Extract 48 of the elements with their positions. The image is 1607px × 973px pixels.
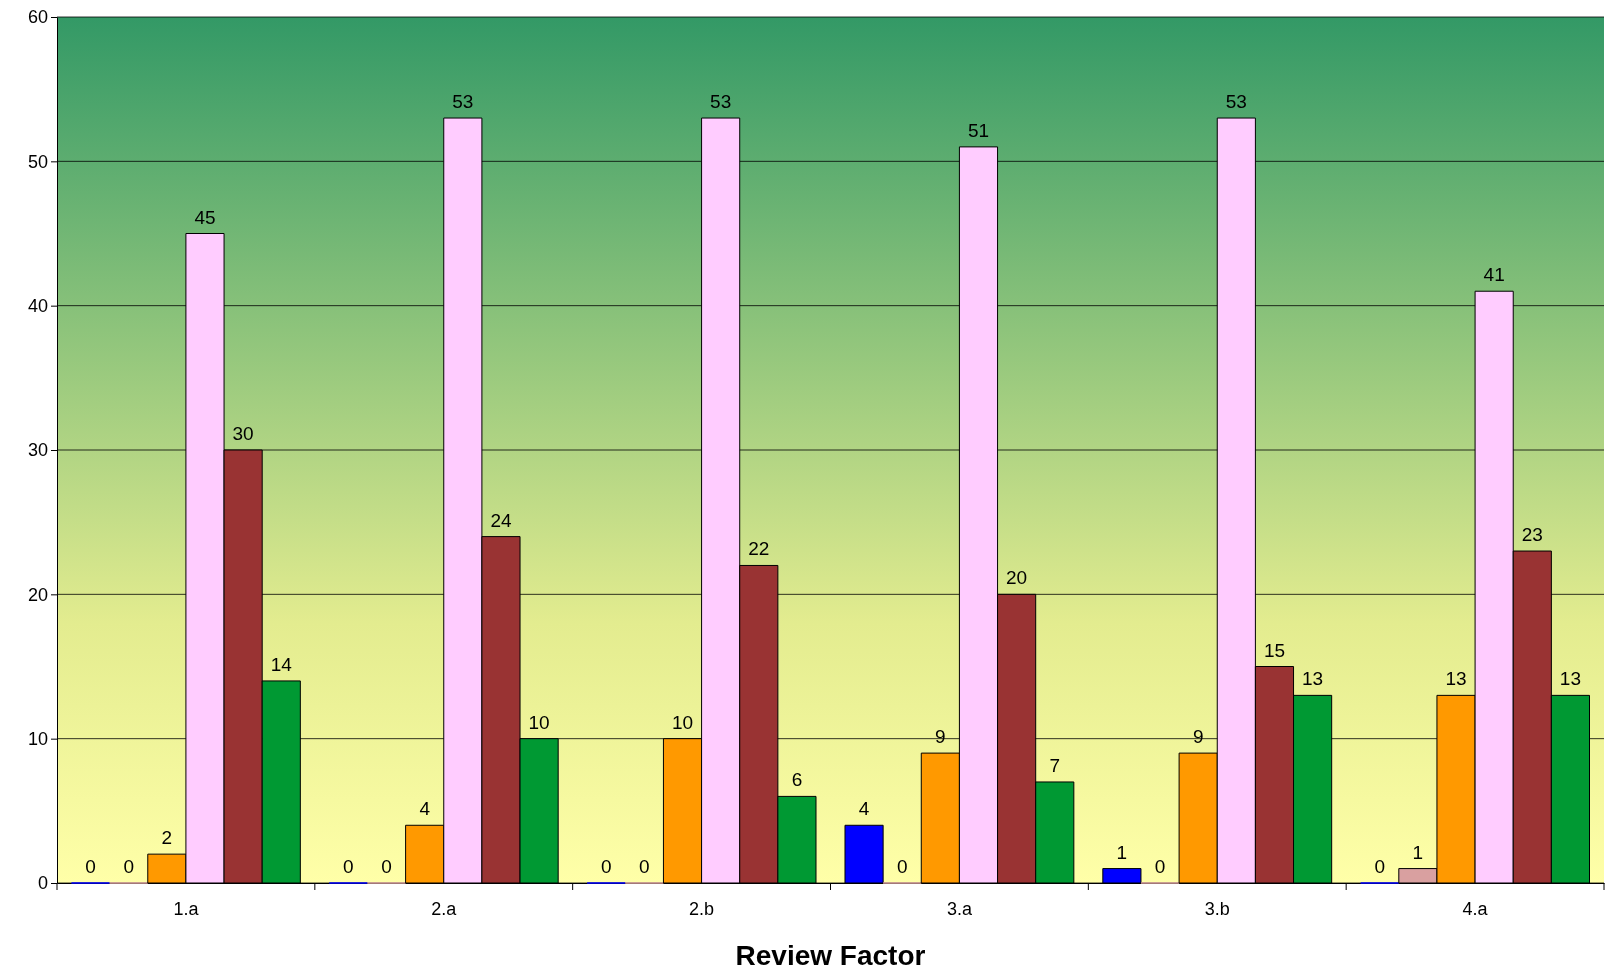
data-label: 22 [748,538,770,560]
x-tick-label: 1.a [173,898,200,919]
y-tick-label: 20 [27,584,48,605]
data-label: 15 [1263,639,1286,661]
data-label: 2 [161,827,173,849]
y-tick-label: 60 [27,7,48,28]
x-tick-label: 3.a [946,898,973,919]
data-label: 0 [600,856,612,877]
data-label: 0 [639,856,650,877]
data-label: 24 [490,509,512,531]
data-label: 20 [1006,567,1028,589]
data-label: 14 [270,653,293,675]
data-label: 10 [671,711,694,733]
data-label: 7 [1049,754,1061,776]
data-label: 41 [1483,264,1505,286]
x-tick-label: 4.a [1462,898,1489,919]
data-label: 53 [1225,91,1247,113]
data-label: 30 [232,423,254,444]
data-label: 13 [1302,668,1324,690]
data-label: 0 [85,856,96,877]
data-label: 53 [710,91,732,113]
data-label: 4 [858,798,870,820]
data-label: 1 [1116,841,1128,863]
data-label: 0 [123,856,134,877]
data-label: 0 [1374,856,1386,877]
y-tick-label: 40 [27,295,48,316]
data-label: 1 [1412,841,1424,863]
data-label: 0 [896,856,908,877]
x-axis-title: Review Factor [735,940,926,971]
y-tick-label: 0 [37,873,48,894]
data-label: 53 [452,91,474,113]
data-label: 0 [1154,856,1166,877]
data-label: 4 [419,798,431,820]
data-label: 45 [194,206,216,228]
x-tick-label: 2.a [431,898,458,919]
data-label: 13 [1559,668,1582,690]
data-label: 0 [381,856,392,877]
y-tick-label: 30 [27,440,48,461]
data-label: 10 [528,711,550,733]
data-label: 51 [967,119,990,141]
data-label: 23 [1521,524,1543,546]
data-label: 13 [1445,668,1467,690]
y-tick-label: 10 [27,728,48,749]
x-tick-label: 3.b [1204,898,1230,919]
x-tick-label: 2.b [689,898,715,919]
y-tick-label: 50 [27,151,48,172]
data-label: 6 [791,769,803,791]
data-label: 0 [343,856,354,877]
